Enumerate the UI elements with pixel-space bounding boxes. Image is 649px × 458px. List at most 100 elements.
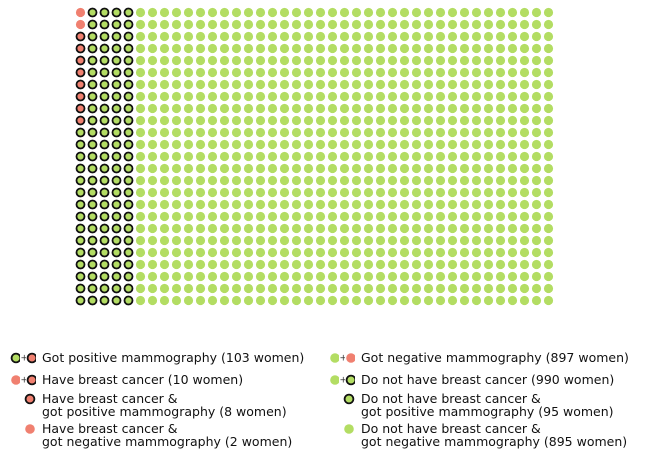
dot-no-cancer-positive bbox=[87, 259, 98, 270]
dot-no-cancer-negative bbox=[507, 199, 518, 210]
dot-no-cancer-negative bbox=[435, 271, 446, 282]
dot-no-cancer-negative bbox=[531, 199, 542, 210]
dot-no-cancer-negative bbox=[195, 79, 206, 90]
dot-no-cancer-negative bbox=[267, 115, 278, 126]
dot-no-cancer-negative bbox=[399, 55, 410, 66]
dot-no-cancer-negative bbox=[291, 19, 302, 30]
dot-no-cancer-negative bbox=[507, 127, 518, 138]
dot-no-cancer-negative bbox=[387, 259, 398, 270]
dot-no-cancer-negative bbox=[483, 103, 494, 114]
dot-no-cancer-negative bbox=[183, 235, 194, 246]
dot-no-cancer-negative bbox=[363, 211, 374, 222]
dot-no-cancer-negative bbox=[375, 247, 386, 258]
dot-no-cancer-negative bbox=[543, 235, 554, 246]
dot-no-cancer-negative bbox=[159, 7, 170, 18]
dot-no-cancer-negative bbox=[339, 259, 350, 270]
plus-icon: + bbox=[339, 354, 345, 364]
dot-no-cancer-negative bbox=[267, 235, 278, 246]
dot-no-cancer-negative bbox=[303, 151, 314, 162]
dot-no-cancer-negative bbox=[339, 247, 350, 258]
dot-no-cancer-negative bbox=[267, 43, 278, 54]
dot-no-cancer-positive bbox=[111, 55, 122, 66]
dot-no-cancer-negative bbox=[363, 223, 374, 234]
dot-no-cancer-negative bbox=[399, 43, 410, 54]
dot-no-cancer-negative bbox=[231, 235, 242, 246]
dot-no-cancer-negative bbox=[315, 247, 326, 258]
dot-no-cancer-negative bbox=[195, 7, 206, 18]
dot-no-cancer-negative bbox=[183, 223, 194, 234]
dot-no-cancer-negative bbox=[375, 103, 386, 114]
dot-no-cancer-negative bbox=[495, 43, 506, 54]
dot-no-cancer-negative bbox=[183, 259, 194, 270]
dot-no-cancer-negative bbox=[207, 175, 218, 186]
dot-have-cancer-positive bbox=[75, 103, 86, 114]
plain-green-dot-icon bbox=[330, 353, 339, 363]
dot-no-cancer-negative bbox=[531, 163, 542, 174]
legend-item-cancer-negative: Have breast cancer & got negative mammog… bbox=[10, 422, 292, 448]
dot-no-cancer-negative bbox=[183, 151, 194, 162]
dot-no-cancer-negative bbox=[147, 175, 158, 186]
dot-no-cancer-negative bbox=[387, 247, 398, 258]
dot-no-cancer-positive bbox=[111, 175, 122, 186]
dot-no-cancer-negative bbox=[519, 43, 530, 54]
dot-no-cancer-negative bbox=[387, 199, 398, 210]
dot-no-cancer-negative bbox=[459, 55, 470, 66]
dot-no-cancer-negative bbox=[279, 235, 290, 246]
dot-no-cancer-negative bbox=[483, 79, 494, 90]
dot-no-cancer-negative bbox=[339, 139, 350, 150]
dot-no-cancer-negative bbox=[243, 79, 254, 90]
dot-no-cancer-negative bbox=[255, 55, 266, 66]
dot-no-cancer-negative bbox=[411, 67, 422, 78]
dot-no-cancer-negative bbox=[543, 139, 554, 150]
dot-no-cancer-negative bbox=[495, 235, 506, 246]
dot-no-cancer-positive bbox=[87, 199, 98, 210]
dot-no-cancer-negative bbox=[207, 295, 218, 306]
dot-no-cancer-negative bbox=[387, 187, 398, 198]
dot-no-cancer-positive bbox=[111, 163, 122, 174]
dot-no-cancer-negative bbox=[183, 43, 194, 54]
dot-no-cancer-negative bbox=[543, 259, 554, 270]
dot-no-cancer-negative bbox=[195, 247, 206, 258]
dot-no-cancer-positive bbox=[87, 211, 98, 222]
dot-no-cancer-negative bbox=[303, 19, 314, 30]
dot-no-cancer-negative bbox=[423, 247, 434, 258]
dot-no-cancer-negative bbox=[459, 199, 470, 210]
dot-no-cancer-negative bbox=[255, 19, 266, 30]
dot-no-cancer-negative bbox=[267, 247, 278, 258]
dot-no-cancer-negative bbox=[231, 247, 242, 258]
dot-no-cancer-negative bbox=[195, 31, 206, 42]
dot-no-cancer-negative bbox=[495, 259, 506, 270]
dot-have-cancer-negative bbox=[75, 7, 86, 18]
dot-no-cancer-positive bbox=[87, 43, 98, 54]
dot-no-cancer-negative bbox=[219, 43, 230, 54]
dot-no-cancer-negative bbox=[243, 127, 254, 138]
dot-no-cancer-negative bbox=[459, 247, 470, 258]
dot-no-cancer-negative bbox=[135, 103, 146, 114]
dot-no-cancer-negative bbox=[147, 103, 158, 114]
legend-item-have-cancer: + Have breast cancer (10 women) bbox=[10, 373, 243, 387]
dot-no-cancer-negative bbox=[495, 139, 506, 150]
dot-no-cancer-negative bbox=[507, 247, 518, 258]
dot-no-cancer-negative bbox=[447, 259, 458, 270]
dot-no-cancer-negative bbox=[507, 91, 518, 102]
dot-no-cancer-negative bbox=[351, 139, 362, 150]
dot-no-cancer-negative bbox=[363, 79, 374, 90]
dot-no-cancer-negative bbox=[159, 199, 170, 210]
dot-no-cancer-negative bbox=[423, 55, 434, 66]
dot-no-cancer-negative bbox=[339, 151, 350, 162]
dot-no-cancer-negative bbox=[171, 295, 182, 306]
dot-no-cancer-negative bbox=[159, 79, 170, 90]
dot-no-cancer-negative bbox=[303, 163, 314, 174]
dot-no-cancer-negative bbox=[519, 19, 530, 30]
dot-no-cancer-positive bbox=[75, 223, 86, 234]
dot-no-cancer-negative bbox=[411, 151, 422, 162]
dot-no-cancer-negative bbox=[471, 91, 482, 102]
dot-no-cancer-negative bbox=[507, 235, 518, 246]
ringed-red-dot-icon bbox=[24, 393, 36, 405]
dot-no-cancer-negative bbox=[171, 19, 182, 30]
dot-no-cancer-negative bbox=[423, 151, 434, 162]
dot-no-cancer-negative bbox=[207, 259, 218, 270]
dot-no-cancer-negative bbox=[339, 31, 350, 42]
dot-no-cancer-negative bbox=[279, 79, 290, 90]
dot-no-cancer-positive bbox=[111, 79, 122, 90]
